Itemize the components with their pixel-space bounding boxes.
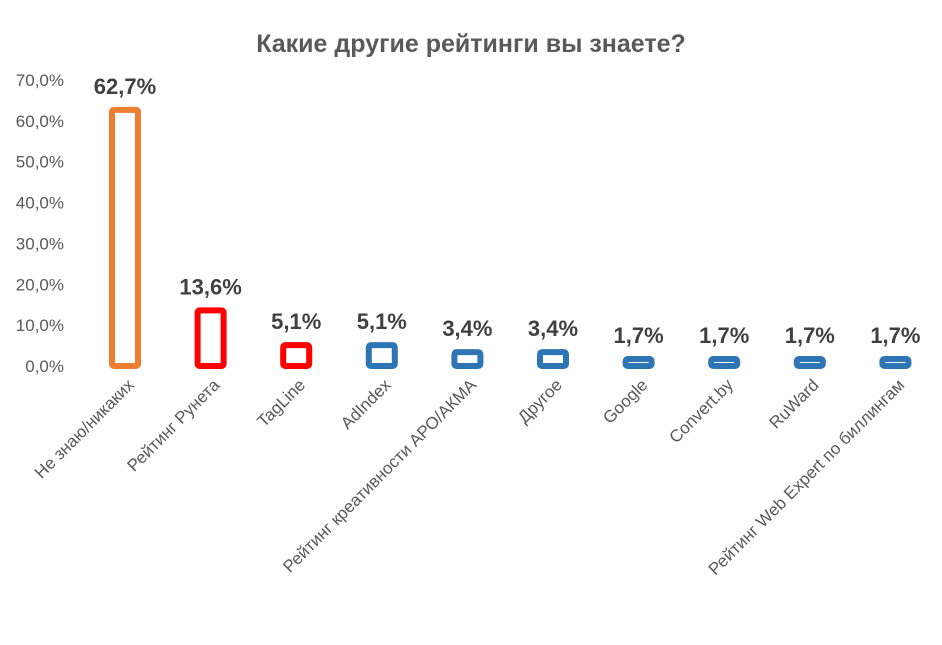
bar [793,356,826,370]
data-label: 1,7% [614,323,664,348]
data-label: 1,7% [870,323,920,348]
bar [365,342,398,370]
y-tick-label: 70,0% [16,71,64,90]
y-tick-label: 30,0% [16,234,64,253]
bar [708,356,741,370]
data-label: 3,4% [442,316,492,341]
data-label: 5,1% [357,309,407,334]
x-tick-label: TagLine [253,375,309,431]
data-label: 1,7% [699,323,749,348]
bar [622,356,655,370]
chart-title: Какие другие рейтинги вы знаете? [256,30,686,58]
data-label: 13,6% [179,274,241,299]
y-tick-label: 20,0% [16,275,64,294]
x-tick-label: Рейтинг креативности АРО/АКМА [279,375,480,576]
y-tick-label: 50,0% [16,153,64,172]
x-tick-label: Google [599,375,651,427]
bar [537,349,569,370]
bars [109,106,912,370]
data-labels: 62,7% 13,6% 5,1% 5,1% 3,4% 3,4% 1,7% 1,7% 1,7% 1,… [94,74,921,348]
x-tick-label: Рейтинг Рунета [124,375,224,475]
x-tick-label: Другое [514,375,566,427]
bar [879,356,912,370]
x-tick-label: RuWard [766,375,823,432]
x-tick-label: Convert.by [665,375,737,447]
data-label: 3,4% [528,316,578,341]
bar [280,342,313,370]
y-tick-label: 0,0% [25,357,64,376]
data-label: 1,7% [785,323,835,348]
bar [194,307,227,370]
y-tick-label: 10,0% [16,316,64,335]
bar [109,106,141,369]
x-tick-label: AdIndex [337,375,395,433]
y-tick-label: 60,0% [16,112,64,131]
data-label: 62,7% [94,74,156,99]
data-label: 5,1% [271,309,321,334]
bar [451,349,484,370]
x-tick-label: Рейтинг Web Expert по биллингам [705,375,908,578]
x-tick-label: Не знаю/никаких [31,375,138,482]
y-axis: 0,0% 10,0% 20,0% 30,0% 40,0% 50,0% 60,0% 70,0% [16,71,64,376]
y-tick-label: 40,0% [16,194,64,213]
